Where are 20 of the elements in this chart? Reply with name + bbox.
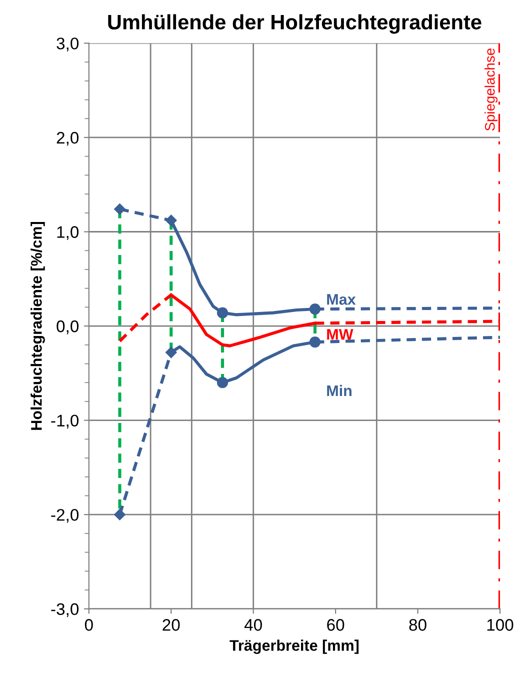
y-tick-label: 1,0 [57,226,79,240]
y-tick-label: -3,0 [51,603,79,618]
x-axis-title: Trägerbreite [mm] [230,640,359,654]
ref-line-label: Spiegelachse [484,48,498,131]
y-tick-label: -2,0 [51,508,79,523]
x-tick-label: 40 [244,619,262,631]
x-tick-label: 20 [162,619,180,631]
y-tick-label: -1,0 [51,414,79,428]
series-label: MW [327,329,354,340]
text: Min [327,384,352,396]
chart-title: Umhüllende der Holzfeuchtegradiente [108,14,482,34]
y-axis-title: Holzfeuchtegradiente [%/cm] [30,222,45,430]
y-tick-label: 3,0 [56,38,79,52]
y-tick-label: 0,0 [56,320,79,334]
x-tick-label: 80 [409,619,426,631]
y-tick-label: 2,0 [56,132,79,146]
x-tick-label: 100 [487,619,514,631]
series-label: Max [327,294,356,305]
x-tick-label: 60 [327,619,344,631]
x-tick-label: 0 [84,619,93,631]
